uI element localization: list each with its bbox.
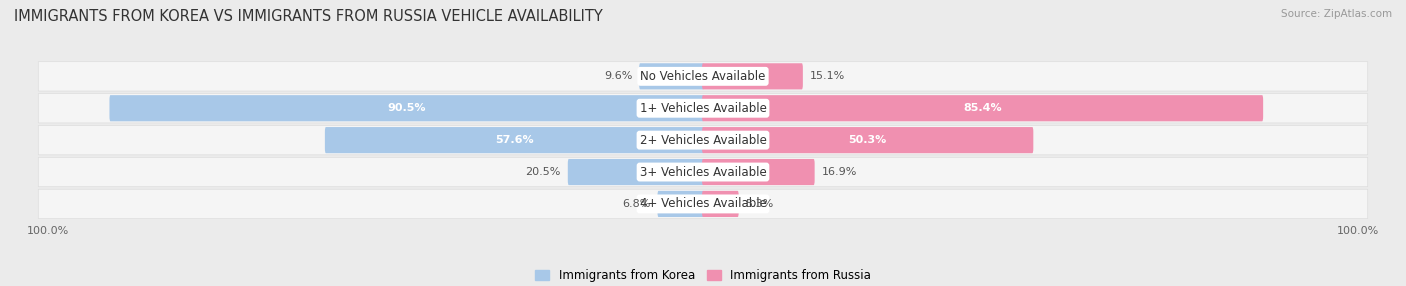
FancyBboxPatch shape [38, 157, 1368, 187]
Legend: Immigrants from Korea, Immigrants from Russia: Immigrants from Korea, Immigrants from R… [530, 264, 876, 286]
Text: 20.5%: 20.5% [526, 167, 561, 177]
FancyBboxPatch shape [568, 159, 704, 185]
FancyBboxPatch shape [38, 62, 1368, 91]
FancyBboxPatch shape [640, 63, 704, 90]
FancyBboxPatch shape [702, 159, 814, 185]
Text: 50.3%: 50.3% [849, 135, 887, 145]
FancyBboxPatch shape [38, 94, 1368, 123]
Text: 16.9%: 16.9% [821, 167, 856, 177]
Text: 1+ Vehicles Available: 1+ Vehicles Available [640, 102, 766, 115]
Text: 4+ Vehicles Available: 4+ Vehicles Available [640, 197, 766, 210]
Text: 5.3%: 5.3% [745, 199, 773, 209]
FancyBboxPatch shape [325, 127, 704, 153]
Text: 2+ Vehicles Available: 2+ Vehicles Available [640, 134, 766, 147]
Text: 85.4%: 85.4% [963, 103, 1002, 113]
FancyBboxPatch shape [702, 191, 738, 217]
Text: 15.1%: 15.1% [810, 71, 845, 81]
Text: 3+ Vehicles Available: 3+ Vehicles Available [640, 166, 766, 178]
FancyBboxPatch shape [702, 63, 803, 90]
Text: IMMIGRANTS FROM KOREA VS IMMIGRANTS FROM RUSSIA VEHICLE AVAILABILITY: IMMIGRANTS FROM KOREA VS IMMIGRANTS FROM… [14, 9, 603, 23]
Text: 90.5%: 90.5% [388, 103, 426, 113]
FancyBboxPatch shape [110, 95, 704, 121]
FancyBboxPatch shape [38, 126, 1368, 155]
Text: Source: ZipAtlas.com: Source: ZipAtlas.com [1281, 9, 1392, 19]
Text: 9.6%: 9.6% [605, 71, 633, 81]
Text: No Vehicles Available: No Vehicles Available [640, 70, 766, 83]
FancyBboxPatch shape [38, 189, 1368, 219]
FancyBboxPatch shape [702, 95, 1263, 121]
FancyBboxPatch shape [702, 127, 1033, 153]
Text: 57.6%: 57.6% [495, 135, 534, 145]
Text: 6.8%: 6.8% [623, 199, 651, 209]
FancyBboxPatch shape [658, 191, 704, 217]
